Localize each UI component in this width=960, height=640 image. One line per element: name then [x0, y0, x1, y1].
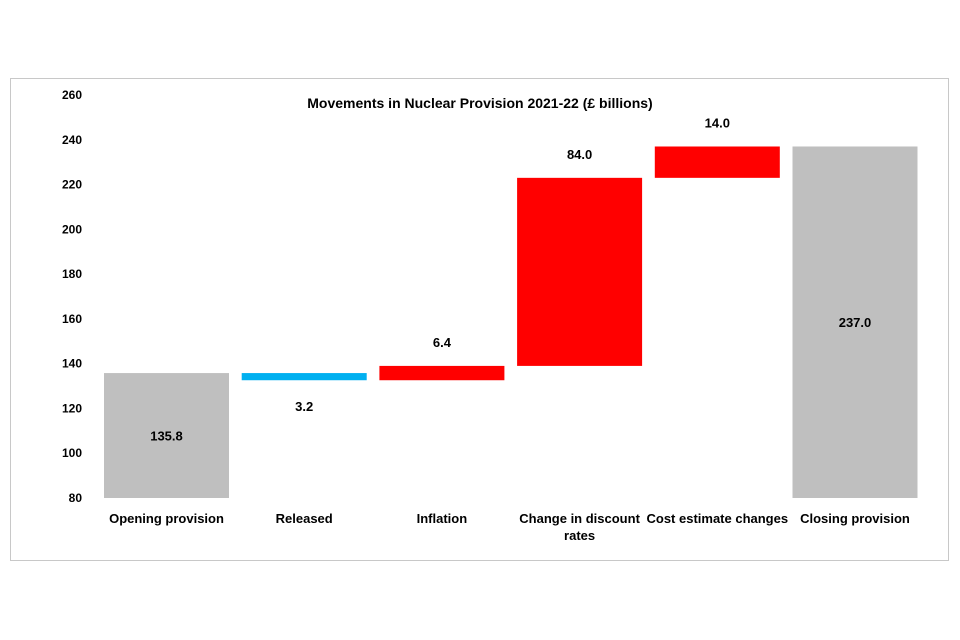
- bar-total: [792, 146, 918, 498]
- y-tick-label: 180: [62, 267, 82, 281]
- data-label: 6.4: [433, 335, 452, 350]
- y-tick-label: 260: [62, 88, 82, 102]
- category-label: Released: [276, 511, 333, 526]
- y-tick-label: 220: [62, 178, 82, 192]
- category-label: Inflation: [417, 511, 468, 526]
- chart-title: Movements in Nuclear Provision 2021-22 (…: [307, 95, 652, 111]
- data-label: 84.0: [567, 147, 592, 162]
- data-label: 135.8: [150, 429, 183, 444]
- bar-increase: [654, 146, 780, 178]
- category-label: Change in discount: [519, 511, 640, 526]
- category-label: rates: [564, 528, 595, 543]
- y-tick-label: 140: [62, 357, 82, 371]
- category-label: Opening provision: [109, 511, 224, 526]
- y-tick-label: 100: [62, 446, 82, 460]
- category-labels: Opening provision Released Inflation Change…: [109, 511, 910, 543]
- data-label: 237.0: [839, 315, 872, 330]
- y-tick-label: 120: [62, 401, 82, 415]
- bar-increase: [517, 177, 643, 366]
- y-tick-label: 80: [69, 491, 83, 505]
- bar-total: [104, 373, 229, 498]
- category-label: Closing provision: [800, 511, 910, 526]
- data-label: 3.2: [295, 399, 313, 414]
- y-axis-ticks: 80 100 120 140 160 180 200 220 240 260: [62, 88, 82, 505]
- category-label: Cost estimate changes: [646, 511, 788, 526]
- y-tick-label: 160: [62, 312, 82, 326]
- y-tick-label: 200: [62, 222, 82, 236]
- bar-increase: [379, 365, 505, 381]
- bars: [104, 146, 918, 498]
- data-labels: 135.8 3.2 6.4 84.0 14.0 237.0: [150, 115, 871, 443]
- y-tick-label: 240: [62, 133, 82, 147]
- data-label: 14.0: [705, 115, 730, 130]
- bar-decrease: [241, 373, 367, 381]
